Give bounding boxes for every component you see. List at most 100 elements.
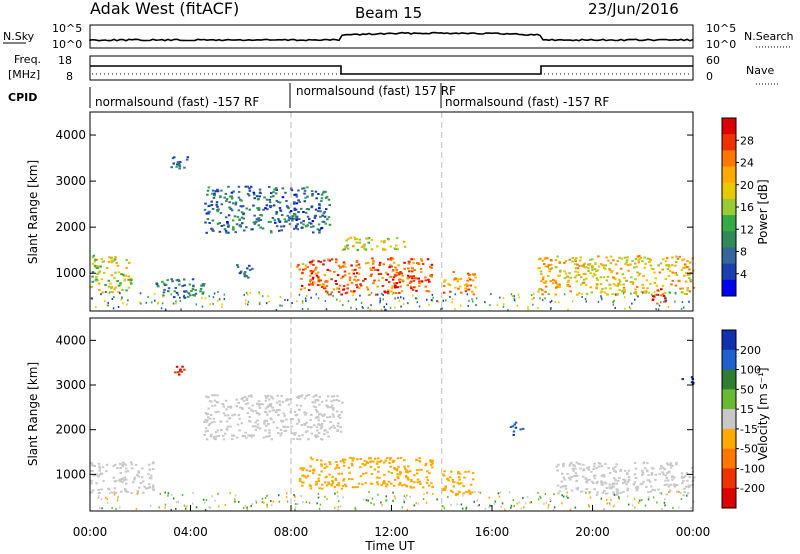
scatter-cell (667, 265, 671, 268)
scatter-cell (305, 208, 309, 210)
scatter-cell (282, 412, 286, 415)
scatter-cell (348, 478, 351, 480)
scatter-cell (269, 221, 272, 223)
scatter-cell (311, 270, 315, 273)
scatter-cell (420, 468, 423, 471)
scatter-cell (542, 281, 546, 284)
scatter-cell (688, 261, 692, 264)
scatter-cell (239, 198, 242, 201)
scatter-cell (403, 459, 406, 462)
x-tick-label: 08:00 (274, 525, 309, 539)
scatter-cell (370, 248, 374, 251)
scatter-cell (236, 264, 239, 267)
colorbar-swatch (722, 428, 736, 450)
scatter-cell (572, 463, 575, 466)
scatter-cell (575, 487, 578, 490)
scatter-cell (259, 219, 263, 221)
colorbar-tick-label: 100 (740, 364, 761, 377)
scatter-cell (355, 260, 359, 262)
scatter-cell (664, 291, 667, 294)
scatter-cell (633, 473, 637, 476)
scatter-cell (295, 193, 298, 196)
scatter-cell (328, 427, 332, 430)
scatter-cell (337, 484, 341, 487)
scatter-cell (203, 283, 206, 286)
scatter-cell (458, 472, 462, 475)
scatter-cell (213, 404, 217, 407)
scatter-cell (320, 425, 324, 428)
scatter-cell (564, 272, 568, 275)
scatter-cell (323, 481, 327, 484)
noise-cell (588, 491, 591, 494)
scatter-cell (243, 273, 247, 276)
scatter-cell (131, 481, 135, 484)
scatter-cell (173, 290, 177, 293)
scatter-cell (387, 238, 391, 241)
scatter-cell (269, 403, 273, 406)
noise-cell (545, 501, 547, 504)
noise-cell (195, 506, 198, 509)
scatter-cell (125, 266, 128, 269)
noise-cell (544, 493, 547, 495)
scatter-cell (604, 482, 608, 485)
noise-cell (204, 508, 207, 511)
scatter-cell (330, 484, 333, 487)
scatter-cell (582, 463, 585, 466)
scatter-cell (264, 407, 268, 410)
scatter-cell (613, 469, 616, 472)
scatter-cell (457, 476, 461, 479)
scatter-cell (270, 418, 273, 421)
scatter-cell (224, 192, 228, 195)
scatter-cell (110, 261, 114, 264)
scatter-cell (324, 429, 327, 431)
scatter-cell (587, 263, 591, 266)
scatter-cell (612, 276, 615, 279)
noise-cell (530, 294, 533, 297)
scatter-cell (124, 467, 128, 470)
scatter-cell (341, 265, 344, 268)
scatter-cell (569, 290, 572, 293)
scatter-cell (353, 236, 356, 239)
scatter-cell (401, 280, 405, 283)
velocity-y-label: Slant Range [km] (26, 362, 40, 466)
scatter-cell (222, 405, 226, 408)
scatter-cell (119, 463, 122, 466)
noise-cell (286, 500, 289, 503)
scatter-cell (146, 487, 149, 490)
scatter-cell (594, 274, 597, 277)
noise-cell (634, 506, 636, 509)
scatter-cell (219, 212, 223, 214)
scatter-cell (671, 475, 674, 478)
scatter-cell (364, 472, 368, 475)
noise-cell (202, 498, 205, 501)
scatter-cell (162, 291, 166, 294)
noise-cell (494, 500, 497, 503)
scatter-cell (413, 269, 416, 271)
scatter-cell (290, 189, 294, 192)
scatter-cell (564, 260, 568, 263)
noise-cell (382, 298, 384, 301)
scatter-cell (281, 187, 285, 190)
noise-cell (484, 301, 486, 304)
scatter-cell (286, 214, 289, 217)
scatter-cell (394, 284, 397, 287)
scatter-cell (217, 410, 220, 413)
noise-cell (112, 307, 115, 310)
scatter-cell (377, 273, 381, 276)
scatter-cell (312, 472, 315, 475)
noise-cell (113, 296, 115, 299)
noise-cell (526, 496, 529, 499)
scatter-cell (210, 433, 213, 436)
scatter-cell (239, 406, 242, 409)
scatter-cell (584, 284, 588, 287)
scatter-cell (337, 415, 340, 418)
scatter-cell (110, 491, 114, 494)
scatter-cell (96, 273, 99, 275)
scatter-cell (210, 394, 214, 397)
scatter-cell (640, 291, 644, 293)
scatter-cell (297, 395, 301, 398)
scatter-cell (275, 212, 278, 215)
scatter-cell (311, 220, 315, 223)
scatter-cell (244, 431, 247, 434)
scatter-cell (597, 255, 600, 258)
